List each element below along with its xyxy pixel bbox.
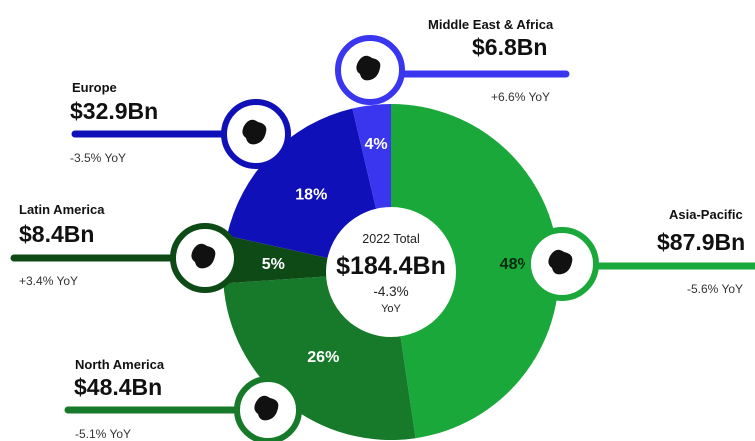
apac-value-label: $87.9Bn bbox=[657, 229, 746, 255]
latam-region-label: Latin America bbox=[19, 202, 105, 217]
europe-yoy-label: -3.5% YoY bbox=[70, 151, 127, 165]
europe-value-label: $32.9Bn bbox=[70, 98, 159, 124]
apac-region-label: Asia-Pacific bbox=[669, 207, 743, 222]
center-total-value: $184.4Bn bbox=[336, 252, 446, 280]
mea-region-label: Middle East & Africa bbox=[428, 17, 554, 32]
mea-yoy-label: +6.6% YoY bbox=[491, 90, 551, 104]
europe-map-icon bbox=[221, 99, 291, 169]
slice-apac bbox=[391, 104, 560, 439]
slice-label-europe: 18% bbox=[295, 186, 327, 203]
asia-pacific-map-icon bbox=[525, 227, 599, 301]
latin-america-map-icon bbox=[170, 223, 240, 293]
na-region-label: North America bbox=[75, 357, 165, 372]
slice-label-mea: 4% bbox=[364, 136, 387, 153]
latam-yoy-label: +3.4% YoY bbox=[19, 274, 79, 288]
slice-label-apac: 48% bbox=[500, 256, 532, 273]
na-value-label: $48.4Bn bbox=[74, 374, 163, 400]
europe-region-label: Europe bbox=[72, 80, 117, 95]
north-america-map-icon bbox=[234, 376, 302, 441]
latam-value-label: $8.4Bn bbox=[19, 221, 95, 247]
mea-value-label: $6.8Bn bbox=[472, 34, 548, 60]
slice-label-na: 26% bbox=[307, 349, 339, 366]
center-change-label: YoY bbox=[381, 303, 401, 315]
apac-yoy-label: -5.6% YoY bbox=[687, 282, 744, 296]
center-hole bbox=[326, 207, 456, 337]
slice-label-latam: 5% bbox=[262, 256, 285, 273]
center-change: -4.3% bbox=[373, 284, 408, 299]
center-title: 2022 Total bbox=[362, 232, 419, 246]
na-yoy-label: -5.1% YoY bbox=[75, 427, 132, 441]
africa-map-icon bbox=[335, 35, 405, 105]
